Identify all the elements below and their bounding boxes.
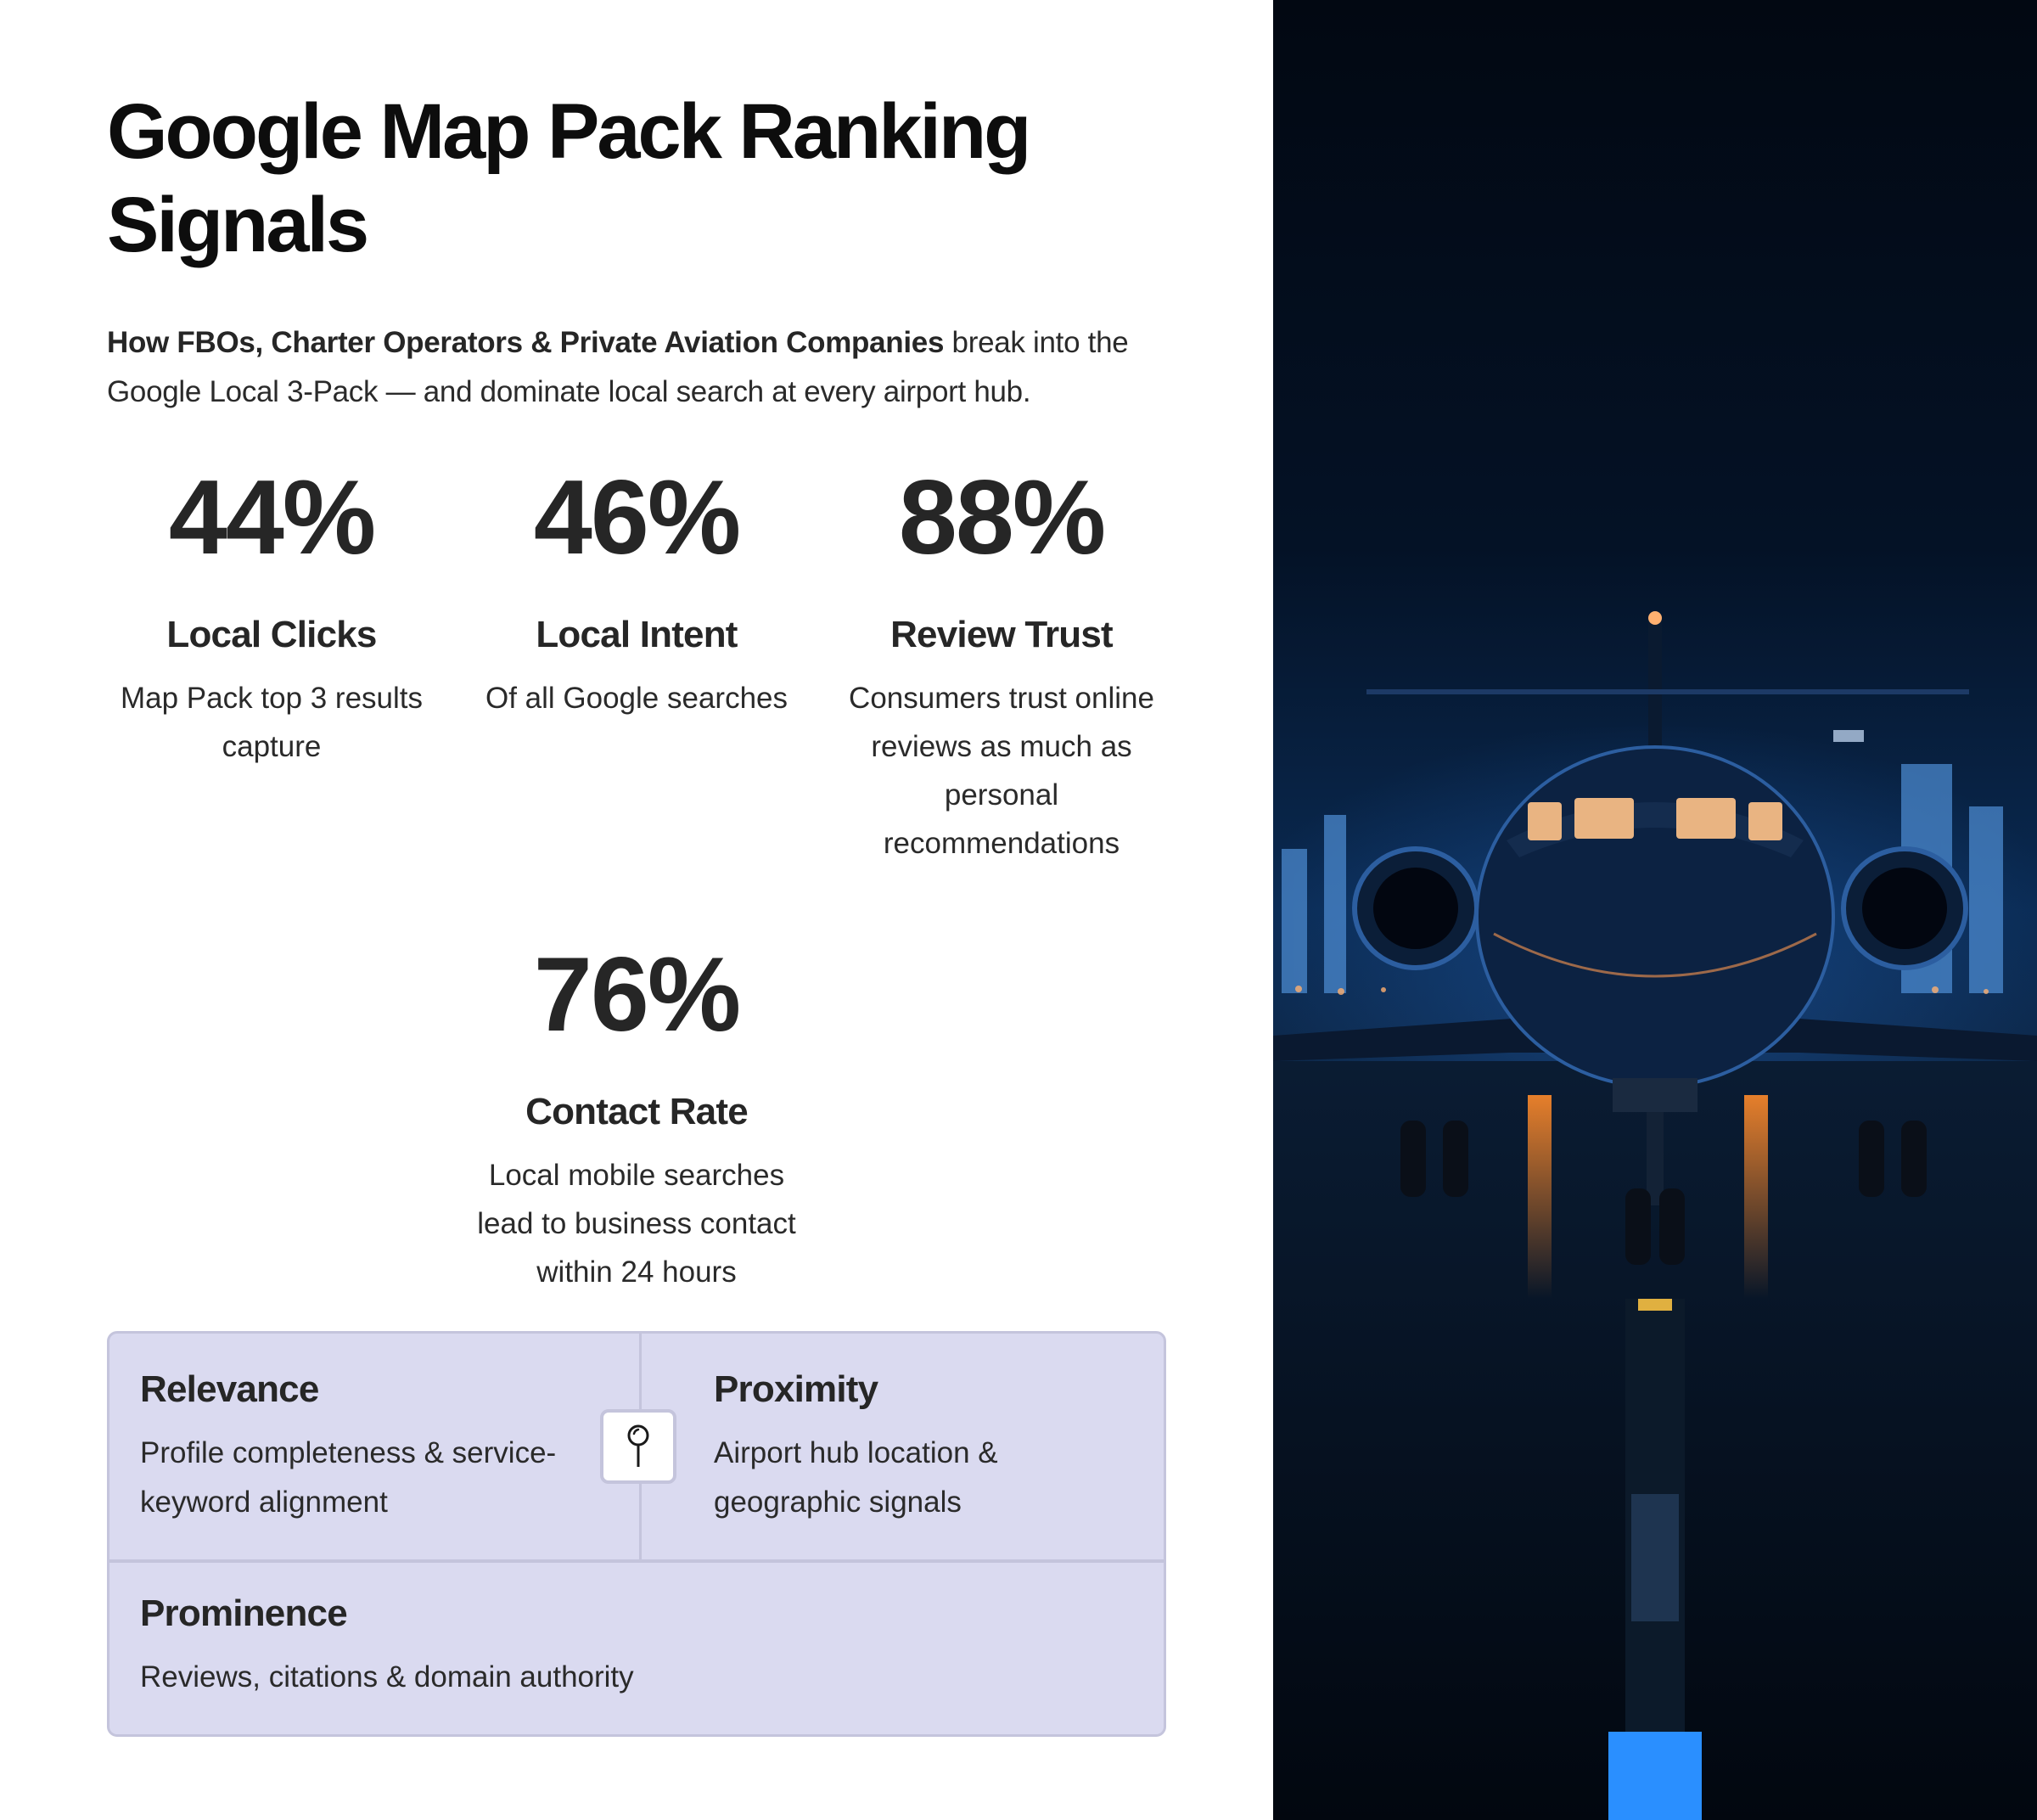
stat-local-clicks: 44% Local Clicks Map Pack top 3 results … bbox=[102, 458, 441, 771]
signal-desc: Airport hub location & geographic signal… bbox=[714, 1436, 998, 1519]
subtitle: How FBOs, Charter Operators & Private Av… bbox=[107, 318, 1193, 417]
jet-illustration bbox=[1273, 611, 2037, 1820]
map-pin-badge bbox=[600, 1409, 676, 1484]
page-title: Google Map Pack Ranking Signals bbox=[107, 88, 1031, 268]
stat-value: 76% bbox=[533, 936, 741, 1053]
stat-value: 46% bbox=[533, 459, 741, 576]
signal-desc: Reviews, citations & domain authority bbox=[140, 1660, 634, 1694]
subtitle-rest: break into the Google Local 3-Pack — and… bbox=[107, 326, 1129, 408]
horizontal-divider bbox=[109, 1559, 1164, 1563]
signal-desc: Profile completeness & service-keyword a… bbox=[140, 1436, 557, 1519]
stat-label: Contact Rate bbox=[525, 1091, 749, 1132]
stat-desc: Local mobile searches lead to business c… bbox=[477, 1159, 796, 1289]
stat-value: 44% bbox=[168, 459, 376, 576]
ranking-signals-card: Relevance Profile completeness & service… bbox=[107, 1331, 1166, 1737]
stat-local-intent: 46% Local Intent Of all Google searches bbox=[467, 458, 806, 722]
content-panel: Google Map Pack Ranking Signals How FBOs… bbox=[102, 88, 1193, 1737]
stat-label: Review Trust bbox=[890, 614, 1114, 655]
subtitle-bold: How FBOs, Charter Operators & Private Av… bbox=[107, 326, 945, 359]
signal-title: Relevance bbox=[140, 1368, 319, 1410]
stat-label: Local Intent bbox=[536, 614, 738, 655]
stat-desc: Consumers trust online reviews as much a… bbox=[849, 682, 1154, 860]
stat-desc: Map Pack top 3 results capture bbox=[121, 682, 423, 763]
stat-label: Local Clicks bbox=[166, 614, 377, 655]
hero-image-private-jet bbox=[1273, 0, 2037, 1820]
stat-desc: Of all Google searches bbox=[485, 682, 788, 715]
signal-title: Prominence bbox=[140, 1592, 348, 1634]
map-pin-icon bbox=[627, 1424, 649, 1467]
signal-title: Proximity bbox=[714, 1368, 878, 1410]
signal-relevance: Relevance Profile completeness & service… bbox=[140, 1366, 615, 1527]
stat-value: 88% bbox=[898, 459, 1106, 576]
signal-prominence: Prominence Reviews, citations & domain a… bbox=[140, 1590, 1074, 1702]
stat-review-trust: 88% Review Trust Consumers trust online … bbox=[832, 458, 1171, 868]
signal-proximity: Proximity Airport hub location & geograp… bbox=[714, 1366, 1104, 1527]
stat-contact-rate: 76% Contact Rate Local mobile searches l… bbox=[467, 935, 806, 1296]
